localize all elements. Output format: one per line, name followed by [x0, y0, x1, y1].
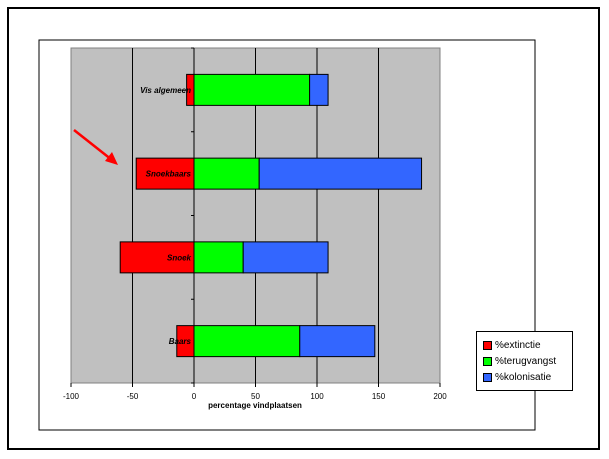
category-label: Vis algemeen [140, 86, 191, 95]
bar-kolonisatie-0 [309, 73, 329, 106]
legend-item-kolonisatie: %kolonisatie [483, 370, 551, 384]
legend-label: %extinctie [495, 339, 541, 351]
legend-item-extinctie: %extinctie [483, 338, 541, 352]
x-axis-ticks: -100 -50 0 50 100 150 200 [63, 383, 447, 401]
legend-swatch [483, 340, 492, 350]
category-label: Baars [169, 337, 192, 346]
x-tick-label: -100 [63, 392, 80, 401]
bar-terugvangst-3 [193, 325, 301, 358]
annotation-arrow [73, 129, 118, 165]
bar-terugvangst-2 [193, 241, 244, 274]
bar-kolonisatie-3 [299, 325, 376, 358]
legend-swatch [483, 356, 492, 366]
category-labels: Vis algemeen Snoekbaars Snoek Baars [140, 86, 191, 346]
x-tick-label: 0 [192, 392, 197, 401]
bar-kolonisatie-1 [258, 157, 423, 190]
x-tick-label: 50 [251, 392, 260, 401]
category-label: Snoekbaars [146, 170, 192, 179]
legend-item-terugvangst: %terugvangst [483, 354, 556, 368]
arrowhead-icon [105, 152, 118, 165]
bar-kolonisatie-2 [242, 241, 329, 274]
legend-label: %terugvangst [495, 355, 557, 367]
bar-terugvangst-1 [193, 157, 260, 190]
x-axis-title: percentage vindplaatsen [208, 401, 302, 410]
x-tick-label: 100 [310, 392, 324, 401]
x-tick-label: -50 [127, 392, 139, 401]
legend: %extinctie %terugvangst %kolonisatie [476, 331, 573, 391]
legend-label: %kolonisatie [495, 371, 552, 383]
x-tick-label: 200 [433, 392, 447, 401]
category-label: Snoek [167, 253, 192, 262]
x-tick-label: 150 [372, 392, 386, 401]
legend-swatch [483, 372, 492, 382]
bar-terugvangst-0 [193, 73, 311, 106]
bars [119, 73, 423, 358]
